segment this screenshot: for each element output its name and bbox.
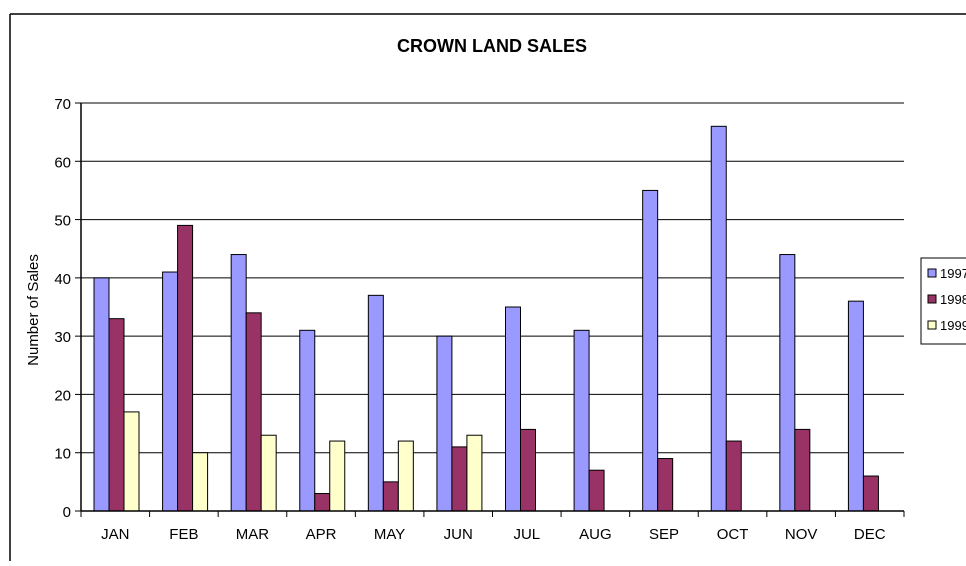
y-tick-label: 30 <box>54 329 71 346</box>
legend-swatch-1998 <box>927 294 937 304</box>
bar-1998-mar <box>245 312 262 512</box>
bar-1997-sep <box>642 189 659 512</box>
legend-label-1997: 1997 <box>940 266 966 281</box>
x-tick-label: FEB <box>169 526 198 543</box>
x-tick-label: APR <box>306 526 337 543</box>
bar-1997-dec <box>847 300 864 512</box>
legend-label-1999: 1999 <box>940 318 966 333</box>
x-tick-label: JUN <box>444 526 473 543</box>
bar-1998-jun <box>451 446 468 512</box>
y-tick-label: 0 <box>63 504 71 521</box>
bar-1998-dec <box>862 475 879 512</box>
legend-swatch-1997 <box>927 268 937 278</box>
bar-1997-apr <box>299 329 316 512</box>
legend: 1997 1998 1999 <box>920 257 966 345</box>
gridlines <box>81 102 904 454</box>
bar-1999-jun <box>466 434 483 512</box>
bar-1997-jan <box>93 277 110 512</box>
bar-1999-mar <box>260 434 277 512</box>
bar-1998-oct <box>725 440 742 512</box>
bar-1997-feb <box>162 271 179 512</box>
bar-1999-jan <box>123 411 140 512</box>
bar-1997-mar <box>230 254 247 512</box>
x-tick-label: MAR <box>236 526 270 543</box>
bar-1998-may <box>382 481 399 512</box>
bar-1997-may <box>367 294 384 512</box>
x-tick-labels: JAN FEB MAR APR MAY JUN JUL AUG SEP OCT NOV DEC <box>101 526 886 543</box>
bar-1998-jan <box>108 318 125 512</box>
bar-1998-nov <box>794 428 811 512</box>
y-tick-label: 70 <box>54 96 71 113</box>
bar-1997-oct <box>710 125 727 512</box>
y-tick-label: 60 <box>54 154 71 171</box>
legend-label-1998: 1998 <box>940 292 966 307</box>
bar-1998-apr <box>314 493 331 512</box>
x-tick-label: MAY <box>374 526 405 543</box>
bar-1998-jul <box>520 428 536 512</box>
x-tick-label: SEP <box>649 526 679 543</box>
chart-title: CROWN LAND SALES <box>397 36 587 56</box>
bar-1997-jul <box>505 306 521 512</box>
x-tick-label: DEC <box>854 526 886 543</box>
y-tick-label: 40 <box>54 271 71 288</box>
legend-swatch-1999 <box>927 320 937 330</box>
y-tick-label: 20 <box>54 387 71 404</box>
x-tick-label: JUL <box>513 526 540 543</box>
y-tick-label: 50 <box>54 213 71 230</box>
bar-1997-aug <box>573 329 590 512</box>
bar-1999-apr <box>329 440 346 512</box>
bar-1998-sep <box>657 458 674 512</box>
bar-1999-may <box>397 440 414 512</box>
x-tick-label: OCT <box>717 526 749 543</box>
bar-1998-aug <box>588 469 605 512</box>
bars <box>93 125 879 512</box>
axes <box>75 102 905 517</box>
y-tick-labels: 0 10 20 30 40 50 60 70 <box>54 96 71 521</box>
y-axis-label: Number of Sales <box>25 254 42 366</box>
y-tick-label: 10 <box>54 446 71 463</box>
x-tick-label: NOV <box>785 526 818 543</box>
x-tick-label: AUG <box>579 526 612 543</box>
bar-1997-jun <box>436 335 453 512</box>
x-tick-label: JAN <box>101 526 129 543</box>
bar-1997-nov <box>779 254 796 512</box>
bar-1998-feb <box>177 224 194 512</box>
bar-1999-feb <box>192 452 209 512</box>
